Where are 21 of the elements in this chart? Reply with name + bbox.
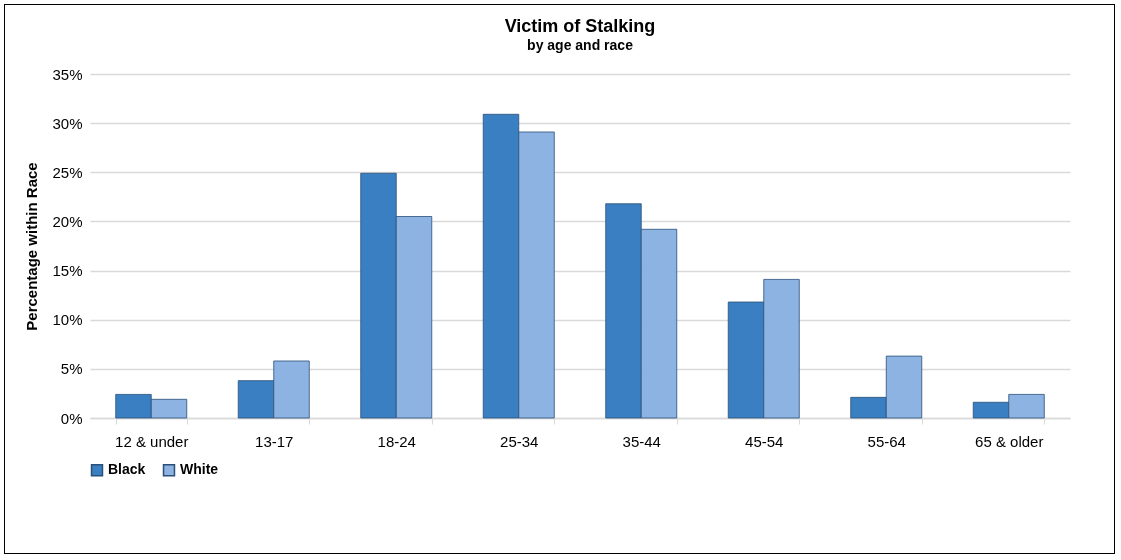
y-tick-label: 35% <box>52 65 83 83</box>
y-tick-label: 20% <box>52 212 83 230</box>
y-tick-label: 0% <box>60 409 83 427</box>
y-tick-label: 30% <box>52 114 83 132</box>
x-tick-label: 25-34 <box>500 432 539 450</box>
x-tick-label: 12 & under <box>115 432 189 450</box>
x-tick-label: 45-54 <box>745 432 784 450</box>
legend-label: White <box>180 461 219 478</box>
y-tick-label: 10% <box>52 311 83 329</box>
x-tick-label: 18-24 <box>377 432 416 450</box>
chart-subtitle: by age and race <box>527 37 634 53</box>
chart-title: Victim of Stalking <box>504 16 656 36</box>
x-tick-label: 35-44 <box>622 432 661 450</box>
y-axis-title: Percentage within Race <box>23 162 41 331</box>
y-tick-label: 25% <box>52 163 83 181</box>
x-tick-label: 65 & older <box>975 432 1044 450</box>
legend-label: Black <box>108 461 146 478</box>
y-tick-label: 5% <box>60 360 83 378</box>
x-tick-label: 55-64 <box>867 432 906 450</box>
y-tick-label: 15% <box>52 262 83 280</box>
x-tick-label: 13-17 <box>255 432 294 450</box>
